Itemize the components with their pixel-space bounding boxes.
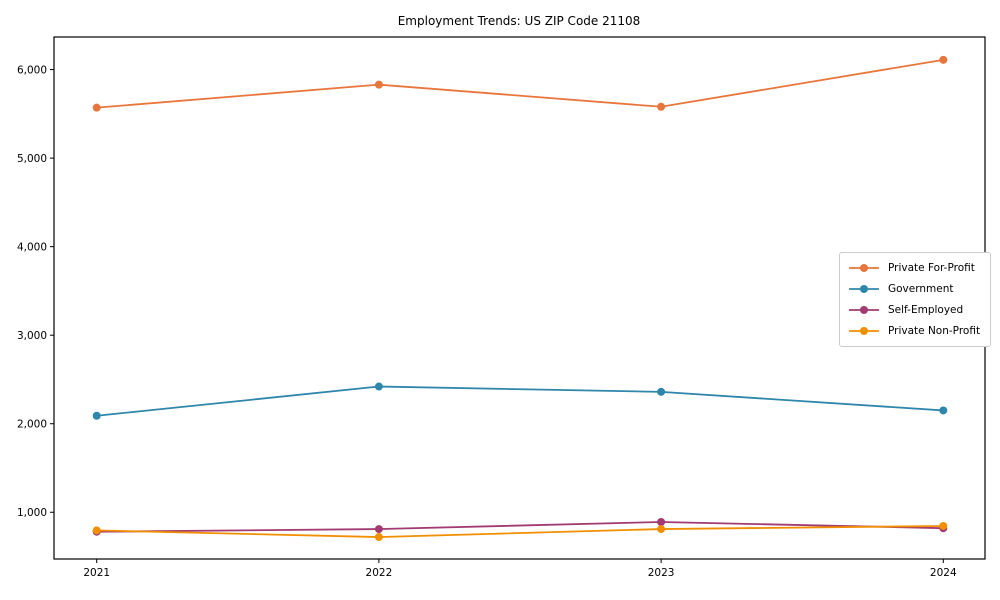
legend-label: Private For-Profit [888, 262, 975, 274]
series-line-government [96, 385, 944, 417]
series-line-self-employed [96, 521, 944, 533]
y-tick-label: 1,000 [17, 507, 47, 519]
data-point-private-non-profit-2022 [374, 533, 383, 542]
data-point-government-2021 [92, 411, 101, 420]
y-tick-label: 3,000 [17, 330, 47, 342]
legend-item-private-non-profit: Private Non-Profit [848, 323, 980, 339]
x-tick-label: 2023 [648, 567, 675, 579]
y-tick-label: 5,000 [17, 153, 47, 165]
data-point-government-2022 [374, 382, 383, 391]
legend-label: Government [888, 283, 954, 295]
chart-title: Employment Trends: US ZIP Code 21108 [398, 14, 641, 28]
data-point-private-for-profit-2024 [939, 55, 948, 64]
data-point-government-2023 [657, 387, 666, 396]
x-tick-label: 2021 [83, 567, 110, 579]
data-point-self-employed-2023 [657, 517, 666, 526]
series-line-private-non-profit [96, 525, 944, 538]
legend: Private For-Profit Government Self-Emplo… [839, 252, 992, 347]
legend-marker-private-non-profit [849, 327, 879, 335]
data-point-self-employed-2022 [374, 525, 383, 534]
legend-marker-self-employed [849, 306, 879, 314]
legend-label: Self-Employed [888, 304, 964, 316]
data-point-private-non-profit-2021 [92, 526, 101, 535]
data-point-private-non-profit-2023 [657, 525, 666, 534]
legend-marker-government [849, 285, 879, 293]
y-tick-label: 4,000 [17, 241, 47, 253]
data-point-private-for-profit-2022 [374, 80, 383, 89]
legend-item-private-for-profit: Private For-Profit [848, 260, 980, 276]
legend-item-self-employed: Self-Employed [848, 302, 980, 318]
legend-item-government: Government [848, 281, 980, 297]
legend-marker-private-for-profit [849, 264, 879, 272]
x-tick-label: 2024 [930, 567, 957, 579]
y-tick-label: 6,000 [17, 64, 47, 76]
y-tick-label: 2,000 [17, 418, 47, 430]
data-point-private-non-profit-2024 [939, 521, 948, 530]
series-line-private-for-profit [96, 58, 944, 109]
legend-label: Private Non-Profit [888, 325, 981, 337]
data-point-private-for-profit-2023 [657, 102, 666, 111]
data-point-private-for-profit-2021 [92, 103, 101, 112]
x-tick-label: 2022 [366, 567, 393, 579]
data-point-government-2024 [939, 406, 948, 415]
